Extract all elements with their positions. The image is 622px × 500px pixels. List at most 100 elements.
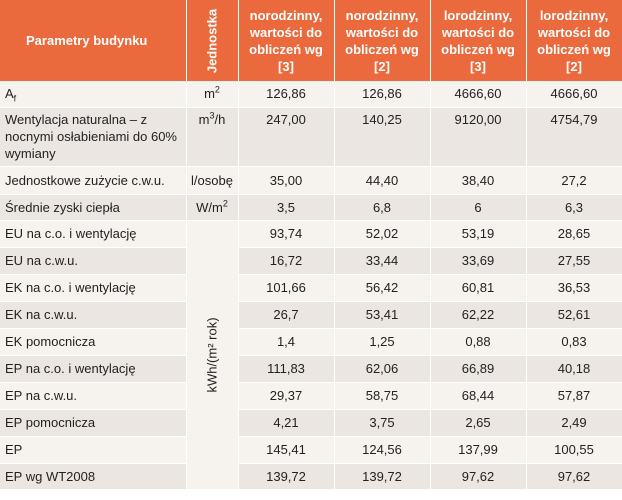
cell-value: 247,00 (238, 107, 335, 167)
table-row: Jednostkowe zużycie c.w.u. l/osobę 35,00… (0, 166, 622, 195)
header-col3: norodzinny, wartości do obliczeń wg [3] (238, 0, 335, 81)
cell-value: 126,86 (334, 81, 431, 108)
cell-value: 140,25 (334, 107, 431, 167)
cell-value: 111,83 (238, 355, 335, 383)
unit-superscript: 2 (214, 84, 220, 95)
header-col5: lorodzinny, wartości do obliczeń wg [3] (430, 0, 527, 81)
cell-value: 44,40 (334, 166, 431, 195)
cell-value: 58,75 (334, 382, 431, 410)
header-parameters: Parametry budynku (0, 0, 187, 81)
table-row: EU na c.w.u. 16,72 33,44 33,69 27,55 (0, 247, 622, 275)
cell-value: 137,99 (430, 436, 527, 464)
cell-value: 28,65 (526, 220, 622, 248)
cell-value: 33,44 (334, 247, 431, 275)
header-unit-text: Jednostka (204, 8, 220, 73)
row-label: EK pomocnicza (0, 328, 187, 356)
unit-main: W/m (196, 199, 223, 215)
cell-value: 62,06 (334, 355, 431, 383)
cell-value: 68,44 (430, 382, 527, 410)
cell-value: 62,22 (430, 301, 527, 329)
cell-value: 36,53 (526, 274, 622, 302)
cell-value: 57,87 (526, 382, 622, 410)
row-label: EU na c.o. i wentylację (0, 220, 187, 248)
row-label: EP pomocnicza (0, 409, 187, 437)
cell-value: 66,89 (430, 355, 527, 383)
energy-unit-text: kWh/(m² rok) (204, 316, 220, 393)
cell-value: 6,3 (526, 194, 622, 221)
cell-value: 33,69 (430, 247, 527, 275)
cell-value: 0,88 (430, 328, 527, 356)
cell-value: 97,62 (430, 463, 527, 490)
cell-value: 4666,60 (526, 81, 622, 108)
cell-value: 4666,60 (430, 81, 527, 108)
table-row: EK pomocnicza 1,4 1,25 0,88 0,83 (0, 328, 622, 356)
cell-value: 38,40 (430, 166, 527, 195)
row-label: EP (0, 436, 187, 464)
row-unit: W/m2 (186, 194, 239, 221)
cell-value: 53,19 (430, 220, 527, 248)
cell-value: 126,86 (238, 81, 335, 108)
row-label: EP wg WT2008 (0, 463, 187, 490)
cell-value: 35,00 (238, 166, 335, 195)
cell-value: 1,25 (334, 328, 431, 356)
table-row: EP pomocnicza 4,21 3,75 2,65 2,49 (0, 409, 622, 437)
cell-value: 124,56 (334, 436, 431, 464)
cell-value: 4,21 (238, 409, 335, 437)
row-label: EP na c.o. i wentylację (0, 355, 187, 383)
unit-main: m (198, 111, 210, 127)
cell-value: 9120,00 (430, 107, 527, 167)
cell-value: 29,37 (238, 382, 335, 410)
table-row: EP wg WT2008 139,72 139,72 97,62 97,62 (0, 463, 622, 490)
cell-value: 145,41 (238, 436, 335, 464)
cell-value: 6 (430, 194, 527, 221)
label-main: A (5, 86, 14, 102)
cell-value: 40,18 (526, 355, 622, 383)
cell-value: 52,02 (334, 220, 431, 248)
cell-value: 100,55 (526, 436, 622, 464)
cell-value: 139,72 (334, 463, 431, 490)
cell-value: 27,55 (526, 247, 622, 275)
header-unit: Jednostka (186, 0, 239, 81)
cell-value: 3,75 (334, 409, 431, 437)
energy-unit-cell: kWh/(m² rok) (186, 220, 239, 490)
cell-value: 2,49 (526, 409, 622, 437)
unit-main: m (204, 86, 215, 102)
cell-value: 1,4 (238, 328, 335, 356)
cell-value: 4754,79 (526, 107, 622, 167)
cell-value: 93,74 (238, 220, 335, 248)
table-row: EK na c.o. i wentylację 101,66 56,42 60,… (0, 274, 622, 302)
cell-value: 53,41 (334, 301, 431, 329)
table-row: Średnie zyski ciepła W/m2 3,5 6,8 6 6,3 (0, 194, 622, 221)
header-col6: lorodzinny, wartości do obliczeń wg [2] (526, 0, 622, 81)
unit-superscript: 3 (209, 110, 215, 121)
unit-tail: /h (214, 111, 226, 127)
row-label: Średnie zyski ciepła (0, 194, 187, 221)
cell-value: 16,72 (238, 247, 335, 275)
row-label: Af (0, 81, 187, 108)
cell-value: 3,5 (238, 194, 335, 221)
header-col4: norodzinny, wartości do obliczeń wg [2] (334, 0, 431, 81)
cell-value: 6,8 (334, 194, 431, 221)
row-label: Jednostkowe zużycie c.w.u. (0, 166, 187, 195)
table-header-row: Parametry budynku Jednostka norodzinny, … (0, 0, 622, 81)
table-row: Af m2 126,86 126,86 4666,60 4666,60 (0, 81, 622, 108)
table-row: EP na c.o. i wentylację 111,83 62,06 66,… (0, 355, 622, 383)
table-row: EP 145,41 124,56 137,99 100,55 (0, 436, 622, 464)
cell-value: 97,62 (526, 463, 622, 490)
cell-value: 0,83 (526, 328, 622, 356)
table-row: EP na c.w.u. 29,37 58,75 68,44 57,87 (0, 382, 622, 410)
row-label: EU na c.w.u. (0, 247, 187, 275)
unit-superscript: 2 (222, 198, 228, 209)
cell-value: 27,2 (526, 166, 622, 195)
row-label: Wentylacja naturalna – z nocnymi osłabie… (0, 107, 187, 167)
row-unit: m2 (186, 81, 239, 108)
row-unit: m3/h (186, 107, 239, 167)
cell-value: 26,7 (238, 301, 335, 329)
cell-value: 52,61 (526, 301, 622, 329)
cell-value: 60,81 (430, 274, 527, 302)
table-row: Wentylacja naturalna – z nocnymi osłabie… (0, 107, 622, 167)
row-label: EP na c.w.u. (0, 382, 187, 410)
cell-value: 56,42 (334, 274, 431, 302)
